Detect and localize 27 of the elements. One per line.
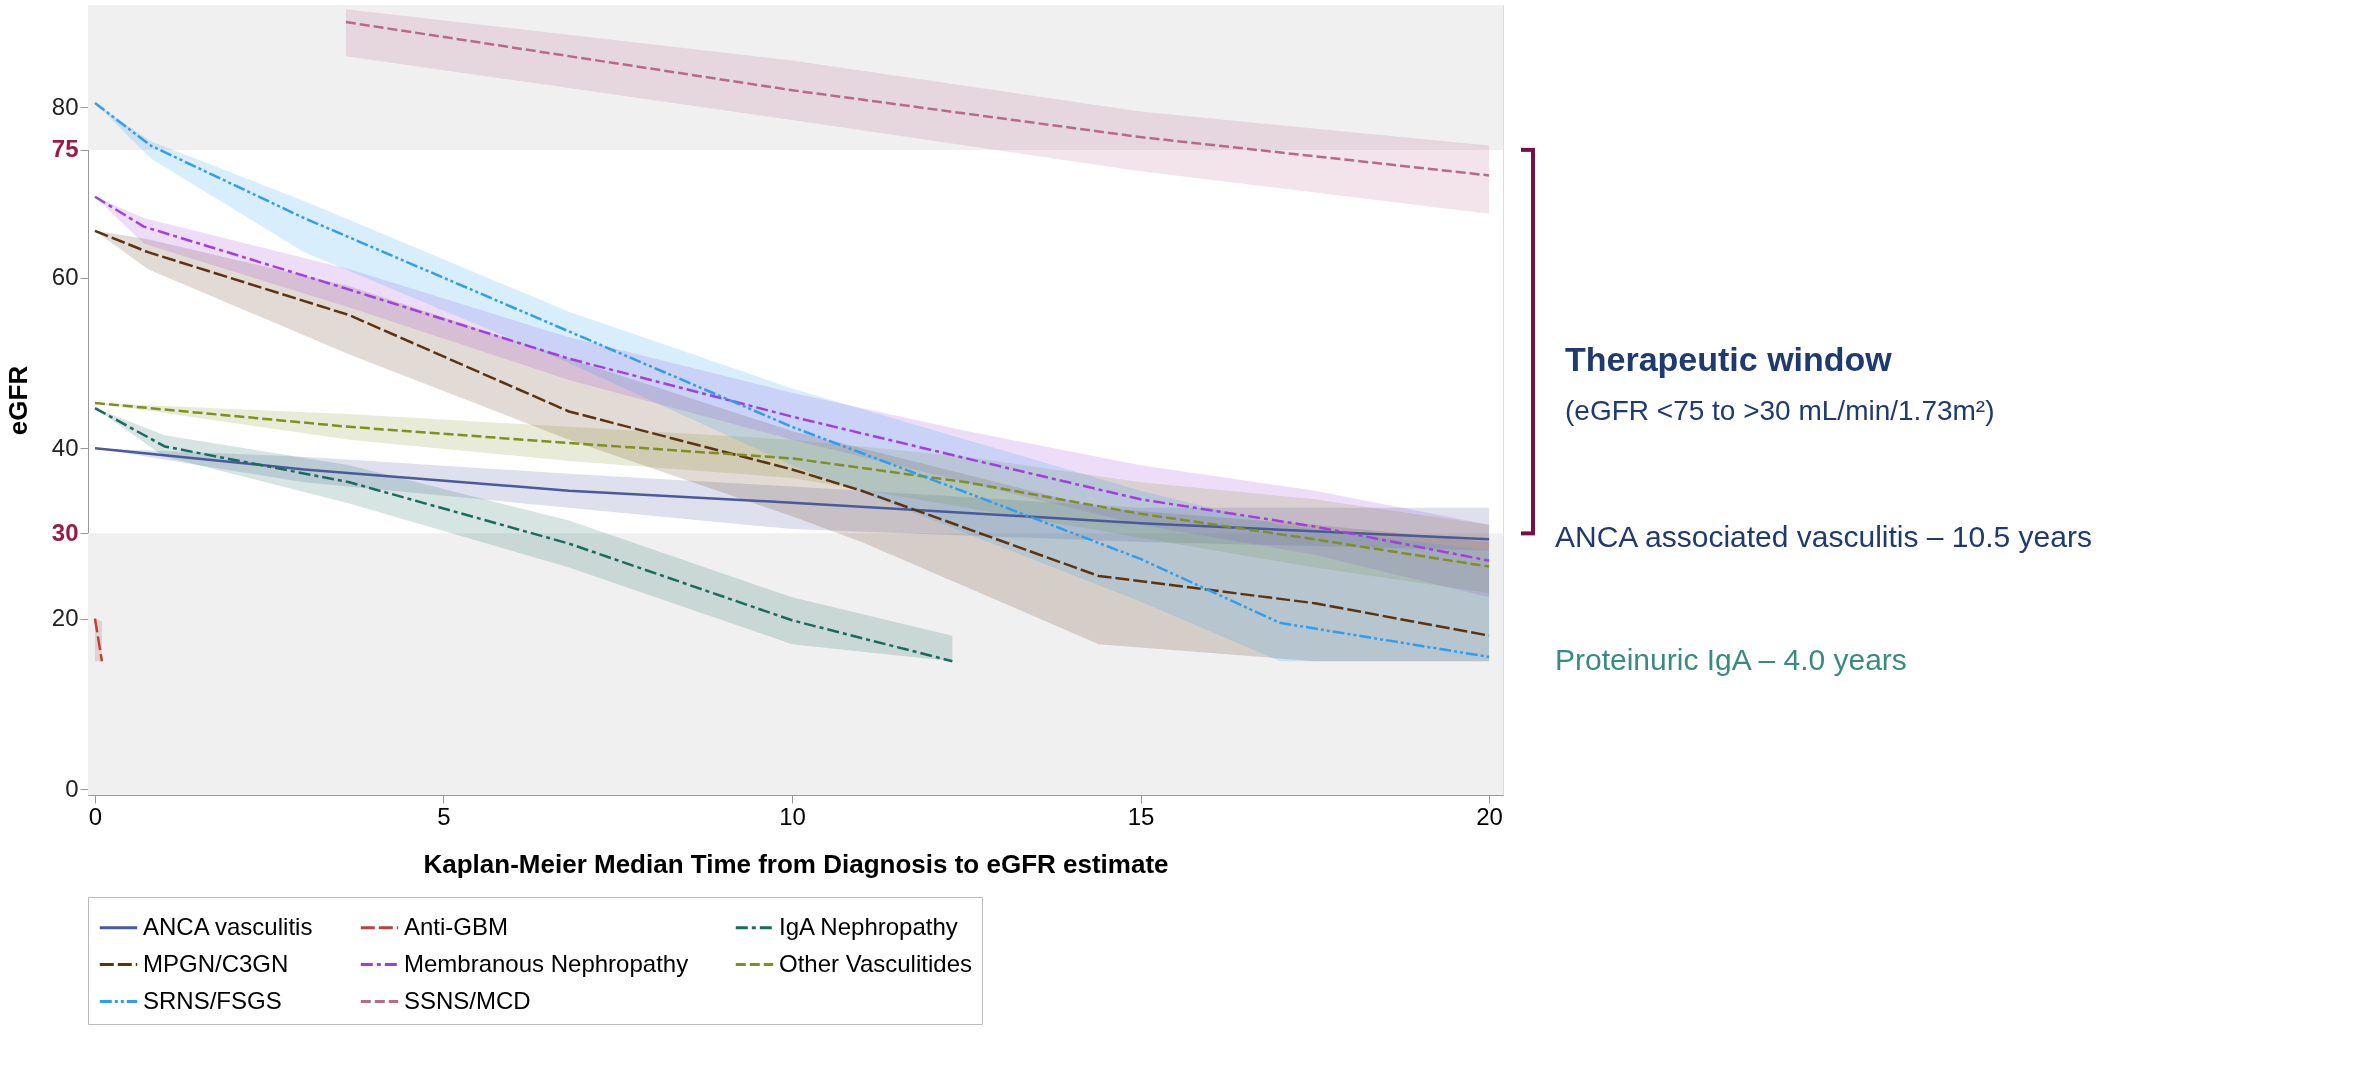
y-axis-title: eGFR (2, 365, 33, 436)
legend-label: Anti-GBM (404, 912, 509, 940)
line-series (344, 20, 1491, 177)
text: Therapeutic window (1565, 339, 1893, 378)
y-tick-label: 75 (51, 135, 79, 163)
text: ANCA associated vasculitis – 10.5 years (1555, 520, 2092, 554)
x-axis-title: Kaplan-Meier Median Time from Diagnosis to eGFR estimate (423, 848, 1169, 879)
x-tick-label: 0 (88, 802, 103, 830)
legend-label: Membranous Nephropathy (404, 949, 689, 977)
legend-label: MPGN/C3GN (143, 949, 289, 977)
x-tick-label: 15 (1127, 802, 1155, 830)
text: (eGFR <75 to >30 mL/min/1.73m²) (1565, 394, 1995, 426)
x-tick-label: 10 (779, 802, 806, 830)
legend-label: IgA Nephropathy (779, 912, 958, 940)
x-tick-label: 20 (1476, 802, 1503, 830)
y-tick-label: 60 (51, 263, 79, 291)
legend-label: Other Vasculitides (779, 949, 972, 977)
legend-label: ANCA vasculitis (143, 912, 313, 940)
y-tick-label: 80 (51, 92, 79, 120)
y-tick-label: 20 (51, 604, 79, 632)
x-tick-label: 5 (437, 802, 451, 830)
y-tick-label: 40 (51, 433, 79, 461)
text: Proteinuric IgA – 4.0 years (1555, 642, 1907, 676)
y-tick-label: 0 (65, 774, 79, 802)
legend-label: SRNS/FSGS (143, 986, 282, 1014)
legend-label: SSNS/MCD (404, 986, 531, 1014)
y-tick-label: 30 (51, 518, 79, 546)
